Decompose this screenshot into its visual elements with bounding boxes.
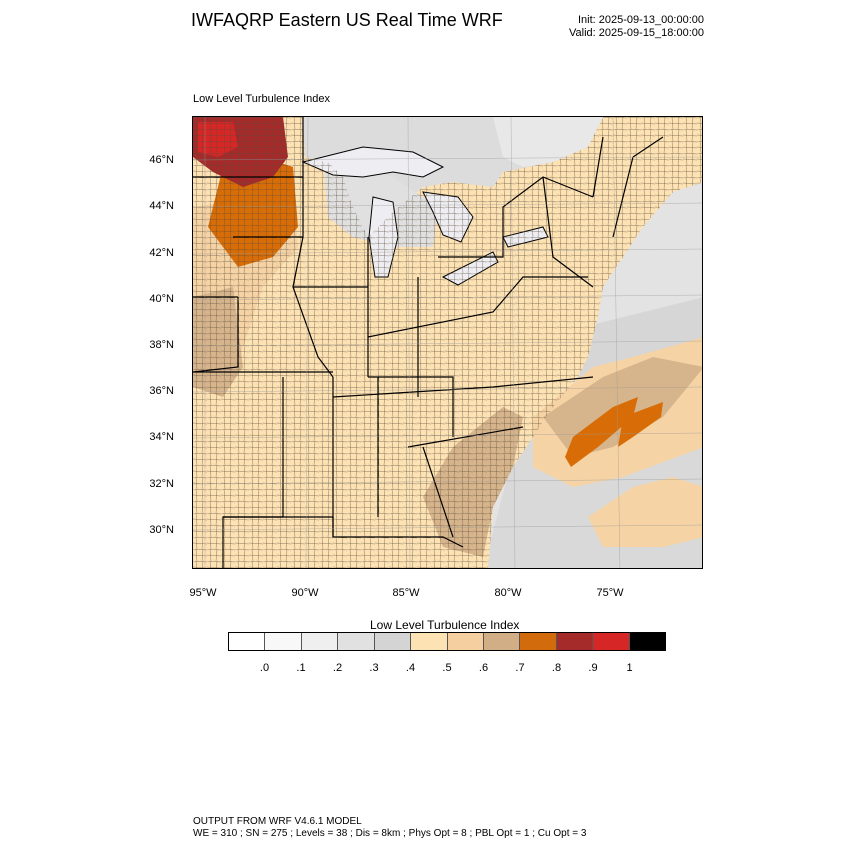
init-time: Init: 2025-09-13_00:00:00 [578, 14, 704, 26]
lon-label-80w: 80°W [494, 587, 522, 599]
lat-label-36n: 36°N [149, 385, 174, 397]
colorbar-tick-label: .0 [259, 662, 270, 674]
colorbar-tick-label: .1 [296, 662, 306, 674]
lon-label-95w: 95°W [189, 587, 217, 599]
colorbar-cell [556, 633, 594, 650]
lon-label-90w: 90°W [291, 587, 319, 599]
colorbar-cell [629, 633, 666, 650]
colorbar-tick-label: .3 [369, 662, 379, 674]
colorbar-tick-label: .9 [588, 662, 598, 674]
panel-label: Low Level Turbulence Index [193, 93, 330, 105]
colorbar-tick-label: .5 [442, 662, 452, 674]
region-07-offshore-a [565, 397, 638, 467]
colorbar-cell [593, 633, 630, 650]
colorbar-tick-label: .2 [332, 662, 343, 674]
colorbar-tick-label: .4 [405, 662, 416, 674]
colorbar-cell [483, 633, 521, 650]
lat-label-42n: 42°N [149, 247, 174, 259]
map-svg [193, 117, 702, 568]
lon-label-75w: 75°W [596, 587, 624, 599]
lon-label-85w: 85°W [392, 587, 420, 599]
lat-label-44n: 44°N [149, 200, 174, 212]
colorbar-cell [520, 633, 557, 650]
graticule [193, 117, 702, 568]
colorbar-cell [301, 633, 339, 650]
colorbar-tick-label: .8 [551, 662, 562, 674]
lat-label-38n: 38°N [149, 339, 174, 351]
colorbar-tick-label: .7 [515, 662, 525, 674]
lat-label-40n: 40°N [149, 293, 174, 305]
canada-light [493, 117, 603, 167]
model-info-line1: OUTPUT FROM WRF V4.6.1 MODEL [193, 816, 362, 827]
colorbar-cell [265, 633, 302, 650]
colorbar-cell [229, 633, 266, 650]
turbulence-map [192, 116, 703, 569]
colorbar-tick-label: 1 [626, 662, 633, 674]
region-05-far-offshore [588, 477, 702, 547]
lat-label-34n: 34°N [149, 431, 174, 443]
colorbar-cell [374, 633, 412, 650]
colorbar-cell [338, 633, 375, 650]
valid-time: Valid: 2025-09-15_18:00:00 [569, 27, 704, 39]
colorbar-cell [411, 633, 448, 650]
state-borders [193, 117, 664, 568]
region-07-offshore-b [618, 402, 663, 447]
lat-label-46n: 46°N [149, 154, 174, 166]
colorbar-title: Low Level Turbulence Index [370, 618, 520, 632]
lat-label-30n: 30°N [149, 524, 174, 536]
colorbar [228, 632, 666, 651]
model-info-line2: WE = 310 ; SN = 275 ; Levels = 38 ; Dis … [193, 828, 587, 839]
plot-title: IWFAQRP Eastern US Real Time WRF [191, 10, 503, 30]
lat-label-32n: 32°N [149, 478, 174, 490]
colorbar-cell [447, 633, 484, 650]
colorbar-tick-label: .6 [478, 662, 489, 674]
